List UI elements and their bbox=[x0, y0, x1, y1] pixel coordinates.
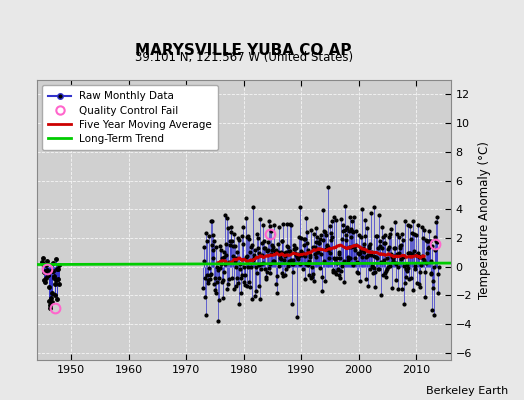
Y-axis label: Temperature Anomaly (°C): Temperature Anomaly (°C) bbox=[477, 141, 490, 299]
Title: MARYSVILLE YUBA CO AP: MARYSVILLE YUBA CO AP bbox=[135, 43, 352, 58]
Legend: Raw Monthly Data, Quality Control Fail, Five Year Moving Average, Long-Term Tren: Raw Monthly Data, Quality Control Fail, … bbox=[42, 85, 219, 150]
Text: Berkeley Earth: Berkeley Earth bbox=[426, 386, 508, 396]
Text: 39.101 N, 121.567 W (United States): 39.101 N, 121.567 W (United States) bbox=[135, 52, 353, 64]
